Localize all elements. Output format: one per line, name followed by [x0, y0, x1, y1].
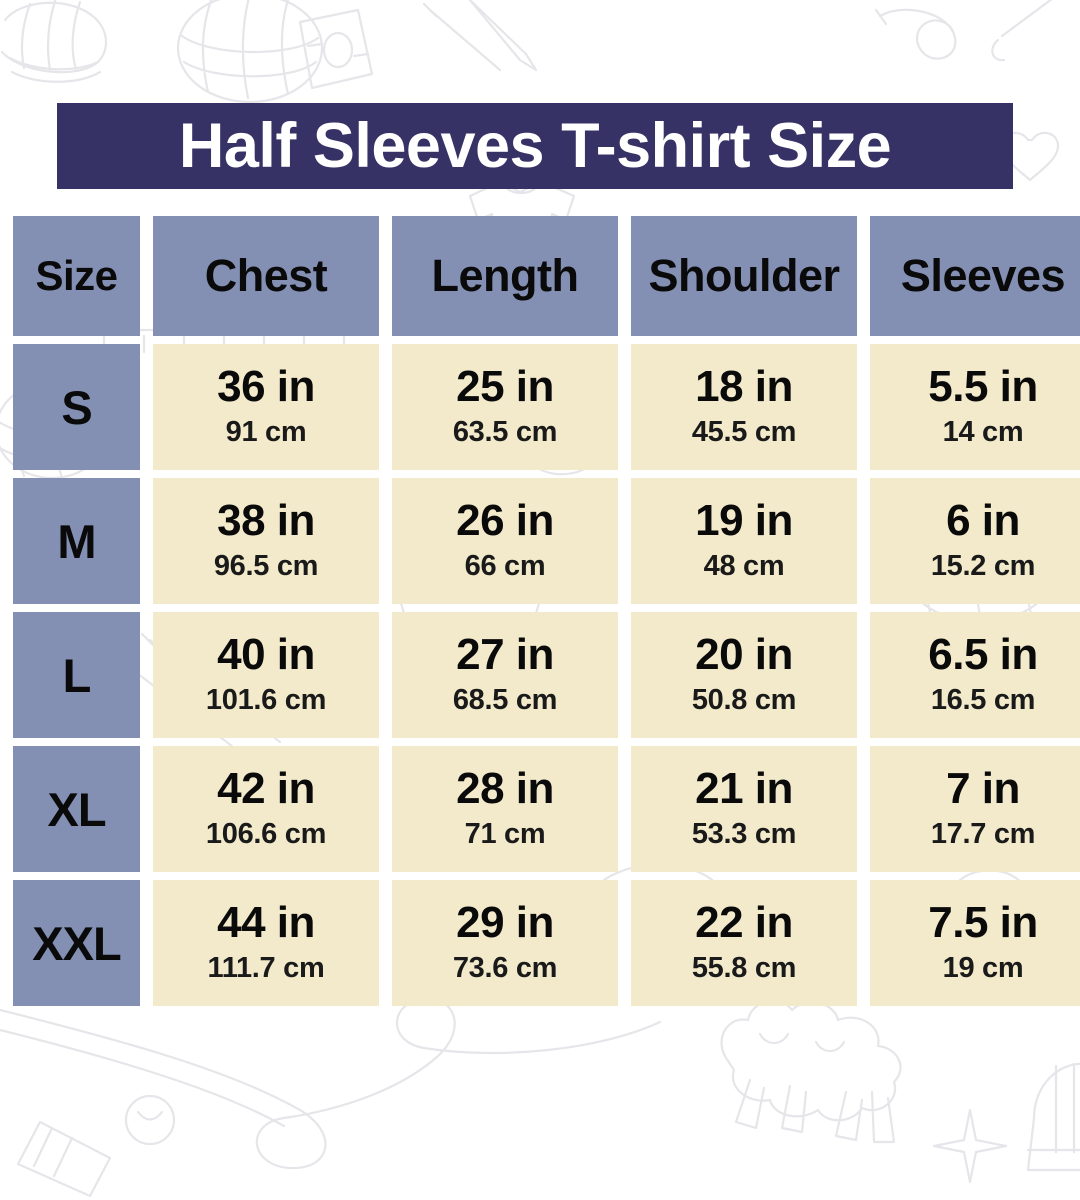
sleeves-cell: 5.5 in 14 cm: [870, 344, 1080, 470]
length-cell: 27 in 68.5 cm: [392, 612, 618, 738]
value-inches: 25 in: [456, 361, 554, 411]
value-centimeters: 15.2 cm: [930, 549, 1036, 582]
size-cell: M: [13, 478, 140, 604]
value-inches: 19 in: [695, 495, 793, 545]
value-inches: 7 in: [946, 763, 1020, 813]
table-row: S 36 in 91 cm 25 in 63.5 cm 18 in 45.5 c…: [13, 344, 1080, 470]
value-centimeters: 53.3 cm: [691, 817, 797, 850]
length-cell: 29 in 73.6 cm: [392, 880, 618, 1006]
value-inches: 40 in: [217, 629, 315, 679]
chest-cell: 40 in 101.6 cm: [153, 612, 379, 738]
value-centimeters: 66 cm: [464, 549, 546, 582]
value-inches: 18 in: [695, 361, 793, 411]
value-centimeters: 91 cm: [225, 415, 307, 448]
value-centimeters: 19 cm: [942, 951, 1024, 984]
value-inches: 27 in: [456, 629, 554, 679]
value-inches: 28 in: [456, 763, 554, 813]
chest-cell: 44 in 111.7 cm: [153, 880, 379, 1006]
value-centimeters: 45.5 cm: [691, 415, 797, 448]
value-centimeters: 71 cm: [464, 817, 546, 850]
value-centimeters: 55.8 cm: [691, 951, 797, 984]
size-label: XXL: [32, 916, 121, 970]
length-cell: 25 in 63.5 cm: [392, 344, 618, 470]
value-centimeters: 17.7 cm: [930, 817, 1036, 850]
length-cell: 26 in 66 cm: [392, 478, 618, 604]
sleeves-cell: 7.5 in 19 cm: [870, 880, 1080, 1006]
sleeves-cell: 6 in 15.2 cm: [870, 478, 1080, 604]
table-row: XXL 44 in 111.7 cm 29 in 73.6 cm 22 in 5…: [13, 880, 1080, 1006]
size-label: L: [62, 648, 92, 702]
chest-cell: 42 in 106.6 cm: [153, 746, 379, 872]
value-inches: 38 in: [217, 495, 315, 545]
size-label: XL: [47, 782, 106, 836]
table-row: M 38 in 96.5 cm 26 in 66 cm 19 in 48 cm …: [13, 478, 1080, 604]
value-inches: 26 in: [456, 495, 554, 545]
size-cell: S: [13, 344, 140, 470]
table-row: L 40 in 101.6 cm 27 in 68.5 cm 20 in 50.…: [13, 612, 1080, 738]
chest-cell: 38 in 96.5 cm: [153, 478, 379, 604]
value-inches: 5.5 in: [928, 361, 1038, 411]
column-header-sleeves: Sleeves: [870, 216, 1080, 336]
shoulder-cell: 18 in 45.5 cm: [631, 344, 857, 470]
column-header-label: Length: [431, 250, 579, 301]
column-header-shoulder: Shoulder: [631, 216, 857, 336]
value-inches: 44 in: [217, 897, 315, 947]
size-label: M: [57, 514, 96, 568]
title-banner: Half Sleeves T-shirt Size: [57, 103, 1013, 189]
table-row: XL 42 in 106.6 cm 28 in 71 cm 21 in 53.3…: [13, 746, 1080, 872]
shoulder-cell: 22 in 55.8 cm: [631, 880, 857, 1006]
column-header-label: Sleeves: [900, 250, 1066, 301]
value-centimeters: 50.8 cm: [691, 683, 797, 716]
value-centimeters: 14 cm: [942, 415, 1024, 448]
value-inches: 20 in: [695, 629, 793, 679]
page-title: Half Sleeves T-shirt Size: [178, 110, 892, 181]
size-cell: XL: [13, 746, 140, 872]
value-centimeters: 68.5 cm: [452, 683, 558, 716]
value-centimeters: 101.6 cm: [205, 683, 327, 716]
table-header-row: Size Chest Length Shoulder Sleeves: [13, 216, 1080, 336]
column-header-chest: Chest: [153, 216, 379, 336]
value-inches: 6 in: [946, 495, 1020, 545]
shoulder-cell: 21 in 53.3 cm: [631, 746, 857, 872]
value-inches: 29 in: [456, 897, 554, 947]
shoulder-cell: 20 in 50.8 cm: [631, 612, 857, 738]
value-centimeters: 96.5 cm: [213, 549, 319, 582]
value-inches: 7.5 in: [928, 897, 1038, 947]
sleeves-cell: 7 in 17.7 cm: [870, 746, 1080, 872]
size-label: S: [61, 380, 92, 434]
size-chart-table: Size Chest Length Shoulder Sleeves S 36 …: [13, 216, 1080, 1014]
value-inches: 21 in: [695, 763, 793, 813]
value-inches: 36 in: [217, 361, 315, 411]
column-header-label: Chest: [204, 250, 328, 301]
chest-cell: 36 in 91 cm: [153, 344, 379, 470]
value-centimeters: 106.6 cm: [205, 817, 327, 850]
value-inches: 22 in: [695, 897, 793, 947]
value-centimeters: 16.5 cm: [930, 683, 1036, 716]
size-cell: XXL: [13, 880, 140, 1006]
value-centimeters: 73.6 cm: [452, 951, 558, 984]
value-centimeters: 63.5 cm: [452, 415, 558, 448]
value-centimeters: 48 cm: [703, 549, 785, 582]
column-header-length: Length: [392, 216, 618, 336]
column-header-size: Size: [13, 216, 140, 336]
sleeves-cell: 6.5 in 16.5 cm: [870, 612, 1080, 738]
size-cell: L: [13, 612, 140, 738]
shoulder-cell: 19 in 48 cm: [631, 478, 857, 604]
value-inches: 6.5 in: [928, 629, 1038, 679]
column-header-label: Size: [35, 252, 118, 299]
column-header-label: Shoulder: [648, 250, 840, 301]
value-centimeters: 111.7 cm: [207, 951, 325, 984]
length-cell: 28 in 71 cm: [392, 746, 618, 872]
value-inches: 42 in: [217, 763, 315, 813]
